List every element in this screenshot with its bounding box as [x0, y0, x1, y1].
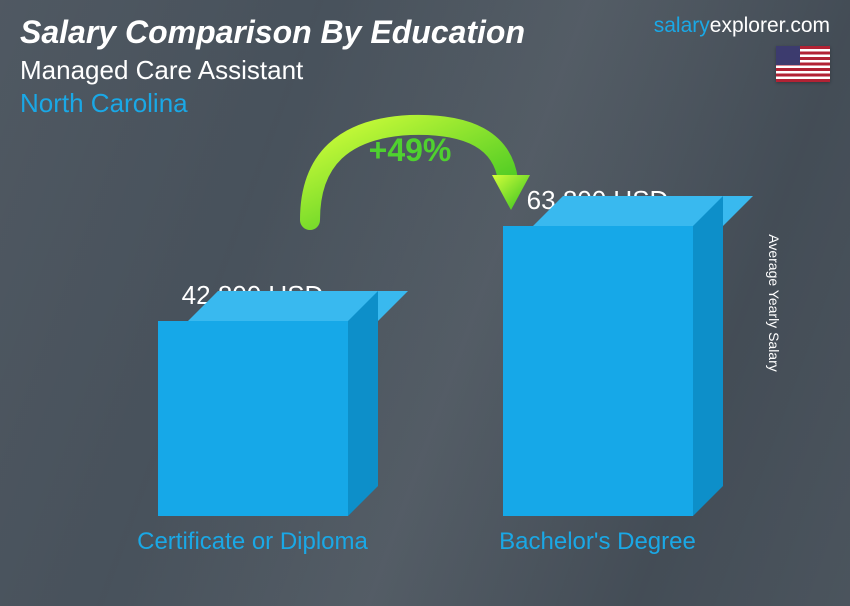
flag-icon — [776, 46, 830, 82]
bar-3d — [503, 226, 693, 516]
brand-suffix: explorer — [710, 14, 785, 37]
bar-3d — [158, 321, 348, 516]
increase-label: +49% — [369, 132, 452, 169]
increase-arrow: +49% — [280, 110, 540, 240]
brand-tld: .com — [784, 14, 830, 37]
categories-container: Certificate or Diploma Bachelor's Degree — [80, 528, 770, 556]
category-label: Bachelor's Degree — [478, 528, 718, 556]
brand-text: salaryexplorer.com — [654, 14, 830, 38]
category-label: Certificate or Diploma — [133, 528, 373, 556]
bar-group: 42,800 USD — [133, 280, 373, 516]
brand-prefix: salary — [654, 14, 710, 37]
brand-block: salaryexplorer.com — [654, 14, 830, 82]
